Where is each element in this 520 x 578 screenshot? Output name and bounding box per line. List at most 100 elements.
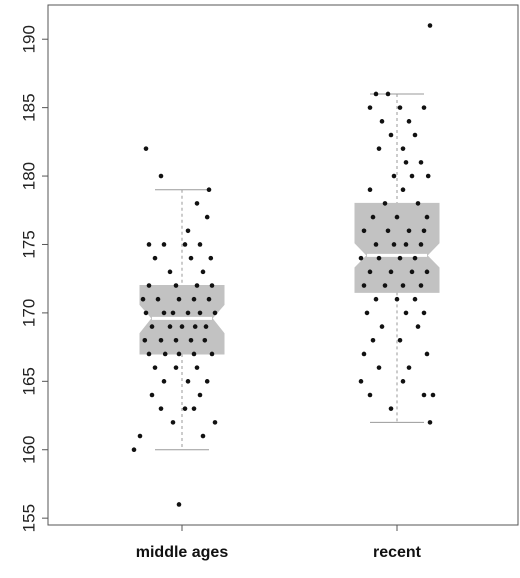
data-point	[406, 365, 412, 370]
data-point	[427, 420, 433, 425]
data-point	[158, 337, 164, 343]
data-point	[421, 228, 427, 234]
data-point	[406, 119, 412, 124]
data-point	[406, 228, 412, 234]
data-point	[191, 296, 197, 302]
data-point	[400, 187, 406, 193]
data-point	[400, 283, 406, 288]
y-tick-label: 190	[19, 25, 38, 53]
data-point	[373, 296, 379, 302]
data-point	[409, 173, 415, 179]
notched-box	[354, 202, 440, 293]
data-point	[376, 255, 382, 261]
data-point	[427, 23, 433, 28]
data-point	[191, 351, 197, 357]
data-point	[188, 337, 194, 343]
y-tick-label: 165	[19, 367, 38, 395]
data-point	[185, 379, 191, 384]
data-point	[143, 310, 149, 316]
data-point	[179, 324, 185, 329]
data-point	[143, 146, 149, 151]
data-point	[194, 201, 200, 206]
data-point	[185, 310, 191, 316]
data-point	[391, 242, 397, 247]
data-point	[409, 269, 415, 275]
plot-frame	[47, 4, 519, 526]
x-axis: middle ages recent	[136, 525, 422, 561]
data-point	[397, 337, 403, 343]
data-point	[197, 392, 203, 398]
data-point	[191, 406, 197, 411]
data-point	[388, 269, 394, 275]
data-point	[173, 337, 179, 343]
y-tick-label: 170	[19, 299, 38, 327]
data-point	[197, 310, 203, 316]
data-point	[167, 269, 173, 275]
data-point	[192, 324, 198, 329]
data-point	[403, 160, 409, 165]
data-point	[364, 310, 370, 316]
data-point	[170, 310, 176, 316]
data-point	[424, 351, 430, 357]
data-point	[385, 91, 391, 97]
data-point	[206, 187, 212, 193]
data-point	[173, 283, 179, 288]
data-point	[200, 269, 206, 275]
data-point	[361, 228, 367, 234]
data-point	[367, 392, 373, 398]
data-point	[146, 242, 152, 247]
data-point	[170, 420, 176, 425]
x-category-label: middle ages	[136, 544, 229, 561]
data-point	[155, 296, 161, 302]
data-point	[382, 283, 388, 288]
data-point	[203, 324, 209, 329]
data-point	[415, 324, 421, 329]
data-point	[200, 433, 206, 439]
data-point	[421, 105, 427, 110]
data-point	[176, 502, 182, 507]
data-point	[394, 214, 400, 220]
data-point	[194, 365, 200, 370]
data-point	[421, 310, 427, 316]
data-point	[415, 201, 421, 206]
data-point	[209, 351, 215, 357]
data-point	[388, 406, 394, 411]
data-point	[173, 365, 179, 370]
data-point	[385, 228, 391, 234]
data-point	[167, 324, 173, 329]
data-point	[397, 255, 403, 261]
data-point	[400, 146, 406, 151]
data-point	[412, 296, 418, 302]
data-point	[373, 91, 379, 97]
data-point	[197, 242, 203, 247]
data-point	[379, 119, 385, 124]
data-point	[367, 187, 373, 193]
data-point	[370, 214, 376, 220]
data-point	[149, 324, 155, 329]
data-point	[358, 255, 364, 261]
data-point	[382, 201, 388, 206]
data-point	[412, 132, 418, 138]
data-point	[161, 310, 167, 316]
data-point	[149, 392, 155, 398]
data-point	[394, 296, 400, 302]
data-point	[212, 420, 218, 425]
data-point	[367, 105, 373, 110]
data-point	[146, 351, 152, 357]
y-tick-label: 180	[19, 162, 38, 190]
data-point	[188, 255, 194, 261]
data-point	[185, 228, 191, 234]
y-axis: 155 160 165 170 175 180 185 190	[19, 25, 48, 532]
data-point	[162, 351, 168, 357]
data-point	[425, 173, 431, 179]
data-point	[388, 132, 394, 138]
data-point	[418, 242, 424, 247]
data-point	[421, 392, 427, 398]
data-point	[403, 310, 409, 316]
x-category-label: recent	[373, 544, 422, 561]
data-point	[376, 146, 382, 151]
y-tick-label: 175	[19, 230, 38, 258]
data-point	[373, 242, 379, 247]
